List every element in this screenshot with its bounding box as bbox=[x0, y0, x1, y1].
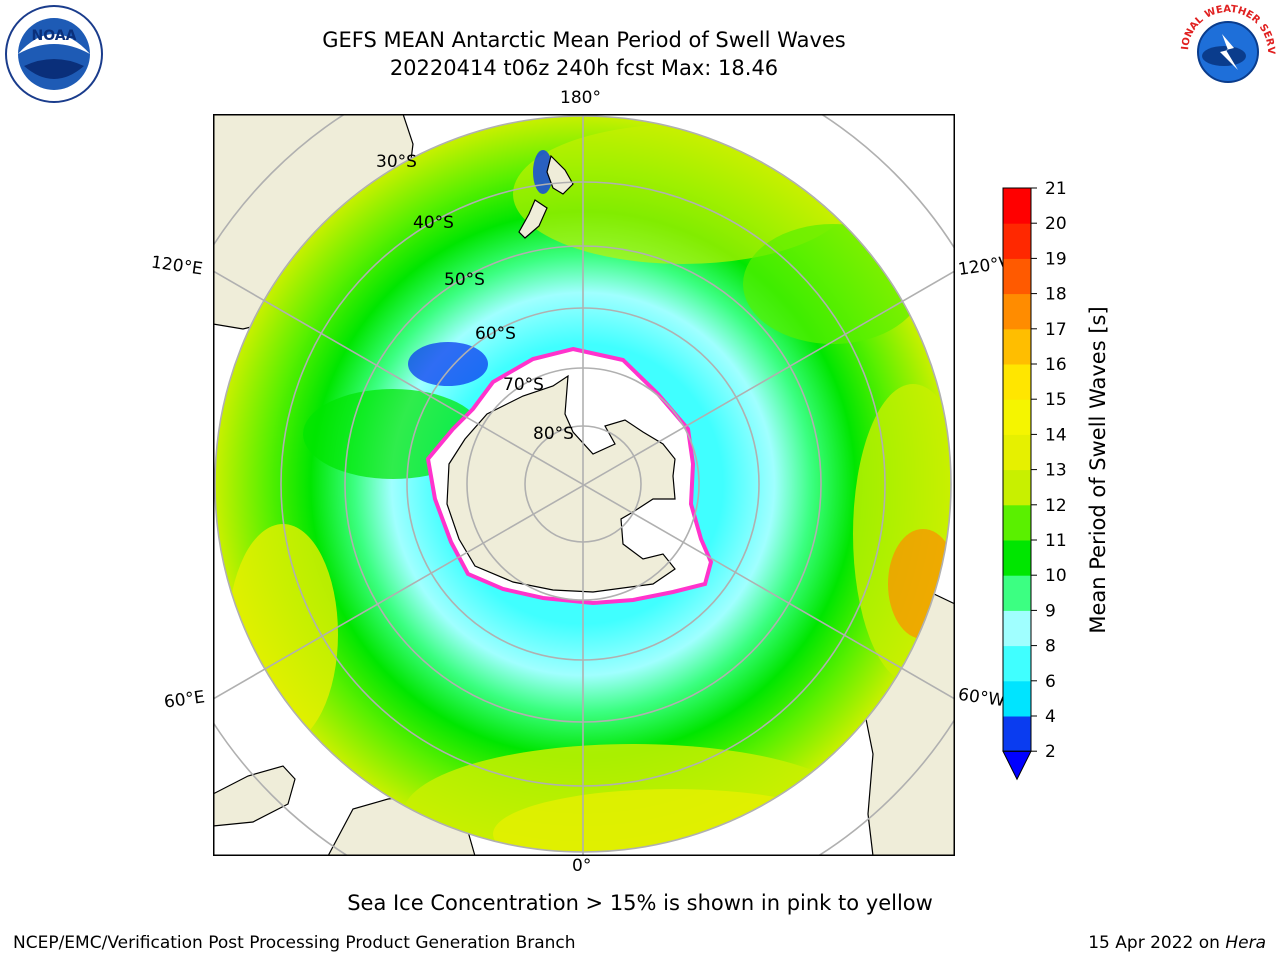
colorbar-tick-label: 4 bbox=[1045, 707, 1056, 727]
colorbar-tick-label: 21 bbox=[1045, 180, 1067, 199]
lat-label-70s: 70°S bbox=[503, 375, 544, 395]
colorbar-segment bbox=[1003, 575, 1031, 611]
nws-logo: NATIONAL WEATHER SERVICE bbox=[1178, 4, 1276, 98]
colorbar-tick-label: 15 bbox=[1045, 390, 1067, 410]
colorbar-tick-label: 16 bbox=[1045, 355, 1067, 375]
colorbar-segment bbox=[1003, 188, 1031, 224]
colorbar-extend-arrow bbox=[1002, 750, 1032, 781]
footer-credit: NCEP/EMC/Verification Post Processing Pr… bbox=[13, 933, 576, 953]
colorbar-tick-label: 18 bbox=[1045, 285, 1067, 305]
colorbar-segment bbox=[1003, 223, 1031, 259]
colorbar-tick-label: 8 bbox=[1045, 637, 1056, 657]
colorbar-tick-label: 6 bbox=[1045, 672, 1056, 692]
noaa-logo: NOAA bbox=[5, 5, 103, 103]
lat-label-50s: 50°S bbox=[444, 270, 485, 290]
colorbar-tick-label: 10 bbox=[1045, 566, 1067, 586]
footer-date-text: 15 Apr 2022 on bbox=[1088, 933, 1226, 953]
colorbar-segment bbox=[1003, 434, 1031, 471]
colorbar-segment bbox=[1003, 540, 1031, 576]
short-swell-patch bbox=[408, 342, 488, 386]
colorbar-segment bbox=[1003, 680, 1031, 717]
colorbar-tick-label: 12 bbox=[1045, 496, 1067, 516]
colorbar-segment bbox=[1003, 610, 1031, 647]
lat-label-80s: 80°S bbox=[533, 424, 574, 444]
lon-label-0: 0° bbox=[572, 856, 592, 876]
map-subtitle: 20220414 t06z 240h fcst Max: 18.46 bbox=[389, 56, 779, 80]
colorbar-tick-label: 9 bbox=[1045, 601, 1056, 621]
lon-label-180: 180° bbox=[560, 88, 601, 108]
footer-host: Hera bbox=[1225, 933, 1266, 953]
colorbar-segment bbox=[1003, 716, 1031, 752]
lat-label-40s: 40°S bbox=[413, 213, 454, 233]
colorbar-segment bbox=[1003, 645, 1031, 682]
colorbar-segment bbox=[1003, 504, 1031, 541]
lon-label-120e: 120°E bbox=[149, 252, 204, 280]
colorbar-segment bbox=[1003, 293, 1031, 330]
colorbar-tick-label: 11 bbox=[1045, 531, 1067, 551]
colorbar-tick-label: 17 bbox=[1045, 320, 1067, 340]
colorbar-segment bbox=[1003, 399, 1031, 435]
madagascar-land bbox=[213, 765, 296, 827]
colorbar-label: Mean Period of Swell Waves [s] bbox=[1086, 306, 1110, 634]
graticule bbox=[213, 114, 955, 856]
new-zealand-land bbox=[518, 154, 574, 239]
lon-label-60e: 60°E bbox=[162, 687, 207, 713]
colorbar-tick-label: 13 bbox=[1045, 461, 1067, 481]
footer-date: 15 Apr 2022 on Hera bbox=[1088, 933, 1266, 953]
colorbar-segment bbox=[1003, 258, 1031, 295]
antarctica-land bbox=[446, 374, 676, 593]
colorbar-tick-label: 14 bbox=[1045, 425, 1067, 445]
colorbar: 2 4 6 8 9 10 11 12 13 14 15 16 17 18 19 20 21 bbox=[1002, 180, 1067, 781]
noaa-logo-text: NOAA bbox=[32, 28, 77, 44]
colorbar-tick-label: 2 bbox=[1045, 742, 1056, 762]
polar-map bbox=[213, 114, 955, 856]
map-title: GEFS MEAN Antarctic Mean Period of Swell… bbox=[322, 28, 846, 52]
colorbar-segment bbox=[1003, 469, 1031, 506]
colorbar-segment bbox=[1003, 328, 1031, 365]
colorbar-tick-label: 19 bbox=[1045, 249, 1067, 269]
colorbar-segment bbox=[1003, 364, 1031, 400]
lat-label-30s: 30°S bbox=[376, 152, 417, 172]
sea-ice-note: Sea Ice Concentration > 15% is shown in … bbox=[347, 891, 933, 915]
colorbar-tick-label: 20 bbox=[1045, 214, 1067, 234]
lat-label-60s: 60°S bbox=[475, 324, 516, 344]
